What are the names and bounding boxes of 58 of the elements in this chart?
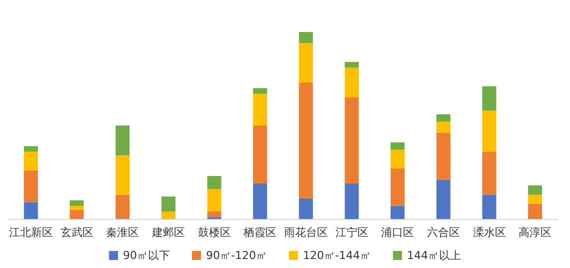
x-tick-label: 江宁区	[335, 226, 368, 239]
bar	[70, 206, 84, 210]
x-tick-label: 栖霞区	[242, 226, 277, 239]
x-tick-label: 玄武区	[60, 226, 94, 239]
bar	[390, 150, 405, 169]
bar	[482, 152, 496, 195]
x-tick-label: 江北新区	[8, 226, 53, 239]
bar	[253, 126, 268, 184]
bar	[207, 176, 222, 190]
bar	[390, 142, 405, 150]
bar	[528, 204, 542, 219]
bar	[253, 94, 268, 126]
bar	[344, 97, 359, 184]
bar	[436, 122, 450, 133]
bar	[436, 114, 450, 122]
bar	[253, 88, 268, 94]
bar	[24, 152, 38, 170]
bar	[482, 110, 496, 152]
bar	[298, 198, 313, 219]
bar	[344, 62, 359, 68]
x-tick-label: 六合区	[426, 226, 460, 239]
x-tick-label: 建邺区	[150, 226, 185, 239]
bar	[253, 183, 268, 219]
bar	[161, 196, 176, 212]
bar	[298, 43, 313, 82]
bar	[344, 183, 359, 219]
x-tick-label: 鼓楼区	[198, 226, 231, 239]
bar	[482, 194, 496, 219]
bar	[161, 212, 176, 219]
x-tick-label: 浦口区	[381, 226, 414, 239]
bar	[24, 146, 38, 152]
x-tick-label: 高淳区	[518, 226, 552, 239]
bar	[24, 170, 38, 202]
bar	[482, 86, 496, 111]
bar	[390, 168, 405, 206]
bar	[116, 155, 130, 195]
bar	[207, 189, 222, 212]
bar	[116, 126, 130, 156]
bar	[390, 206, 405, 219]
bar	[298, 32, 313, 44]
bar	[116, 194, 130, 219]
bar	[298, 82, 313, 198]
legend-label: 90㎡以下	[123, 249, 170, 262]
x-tick-label: 秦淮区	[106, 226, 140, 239]
legend-label: 144㎡以上	[406, 249, 461, 262]
bar	[436, 180, 450, 219]
bar	[207, 212, 222, 218]
legend-label: 90㎡-120㎡	[206, 249, 268, 262]
x-tick-label: 雨花台区	[284, 226, 328, 239]
bar	[528, 185, 542, 195]
bar	[24, 202, 38, 219]
bar	[70, 210, 84, 219]
bar	[344, 68, 359, 98]
bar	[528, 194, 542, 204]
bar	[70, 200, 84, 206]
x-tick-label: 溧水区	[472, 226, 506, 239]
bar	[436, 132, 450, 180]
legend-label: 120㎡-144㎡	[303, 249, 371, 262]
